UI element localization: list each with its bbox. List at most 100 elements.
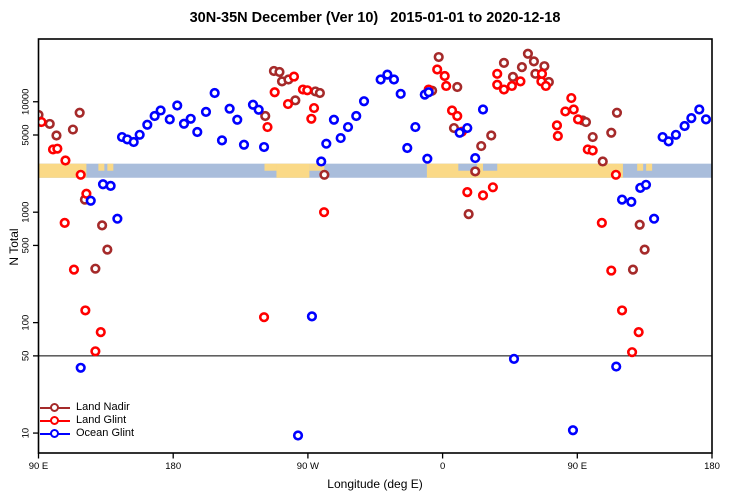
legend-item-land-nadir: Land Nadir — [40, 401, 134, 414]
data-point — [149, 110, 160, 122]
data-point — [328, 114, 340, 125]
legend-label: Land Glint — [76, 414, 127, 426]
data-point — [626, 196, 637, 207]
data-point — [52, 143, 63, 154]
ocean-glint-marker-icon — [40, 428, 70, 439]
data-point — [306, 113, 317, 124]
data-point — [185, 113, 196, 124]
data-point — [192, 126, 203, 138]
data-point — [319, 169, 330, 180]
legend-label: Land Nadir — [76, 401, 130, 413]
data-point — [616, 305, 628, 316]
map-strip-land-detail — [646, 163, 653, 171]
data-point — [452, 81, 463, 93]
data-point — [560, 106, 571, 117]
data-point — [462, 187, 473, 198]
data-point — [633, 327, 644, 338]
data-point — [606, 265, 617, 276]
data-point — [422, 153, 433, 164]
x-tick-label: 90 E — [29, 461, 49, 472]
data-point — [321, 138, 332, 149]
data-point — [536, 68, 548, 79]
map-strip-land — [38, 163, 87, 178]
data-point — [232, 114, 243, 125]
map-strip-land-detail — [98, 163, 105, 171]
data-point — [452, 110, 463, 122]
data-point — [302, 85, 313, 96]
data-point — [178, 118, 190, 129]
legend-item-land-glint: Land Glint — [40, 414, 134, 427]
series-land-glint — [38, 64, 644, 358]
data-point — [209, 87, 220, 99]
legend-item-ocean-glint: Ocean Glint — [40, 427, 134, 440]
data-point — [611, 361, 622, 372]
data-point — [470, 152, 481, 164]
map-strip-land — [276, 163, 310, 178]
legend-label: Ocean Glint — [76, 427, 135, 439]
data-point — [528, 56, 539, 67]
data-point — [640, 179, 652, 190]
y-tick-label: 1000 — [21, 202, 32, 223]
data-point — [663, 136, 674, 147]
data-point — [566, 92, 577, 104]
data-point — [142, 119, 153, 130]
data-point — [626, 347, 638, 358]
x-tick-label: 180 — [165, 461, 181, 472]
map-strip-ocean-detail — [458, 163, 478, 171]
data-point — [306, 311, 318, 322]
data-point — [515, 76, 526, 87]
data-point — [596, 217, 607, 228]
series-land-nadir — [38, 48, 650, 275]
data-point — [97, 220, 108, 231]
x-tick-label: 0 — [440, 461, 445, 472]
data-point — [686, 113, 697, 124]
data-point — [81, 188, 92, 199]
data-point — [44, 118, 55, 130]
data-point — [567, 425, 579, 436]
data-point — [463, 209, 474, 220]
land-nadir-marker-icon — [40, 402, 70, 413]
data-point — [282, 98, 294, 110]
data-point — [292, 430, 304, 441]
data-point — [402, 142, 413, 154]
legend-circle — [50, 415, 59, 425]
data-point — [67, 124, 79, 135]
data-point — [102, 244, 113, 255]
data-point — [487, 182, 498, 193]
data-point — [318, 207, 330, 218]
data-point — [492, 79, 503, 90]
legend-circle — [50, 402, 59, 412]
data-point — [611, 107, 623, 118]
data-point — [587, 145, 598, 156]
data-point — [700, 114, 712, 125]
data-point — [216, 135, 228, 146]
data-point — [358, 96, 370, 107]
data-point — [462, 122, 473, 134]
series-ocean-glint — [75, 69, 712, 441]
data-point — [670, 129, 682, 140]
data-point — [288, 71, 300, 82]
data-point — [75, 169, 86, 180]
map-strip-land-detail — [107, 163, 114, 171]
y-tick-label: 50 — [21, 351, 32, 362]
map-strip-ocean-detail — [483, 163, 498, 171]
data-point — [95, 327, 106, 338]
data-point — [597, 156, 608, 167]
data-point — [433, 51, 444, 63]
map-strip-land-detail — [264, 163, 277, 171]
y-tick-label: 100 — [21, 315, 32, 331]
map-strip-land-detail — [637, 163, 644, 171]
data-point — [112, 213, 123, 224]
data-point — [342, 121, 354, 133]
data-point — [258, 141, 270, 153]
x-tick-label: 90 E — [568, 461, 588, 472]
data-point — [388, 74, 400, 85]
data-point — [568, 104, 579, 115]
data-point — [224, 103, 235, 114]
data-point — [551, 120, 563, 131]
map-strip-land — [426, 163, 623, 178]
x-tick-label: 180 — [704, 461, 720, 472]
data-point — [200, 106, 212, 117]
data-point — [375, 74, 386, 85]
